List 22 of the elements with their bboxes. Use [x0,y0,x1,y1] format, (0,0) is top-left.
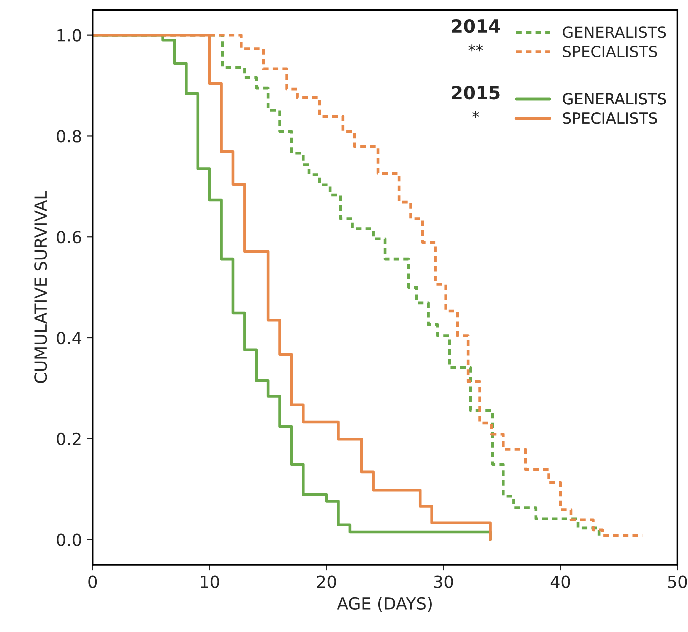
y-tick-label: 0.4 [57,332,82,345]
y-tick-label: 0.2 [57,432,81,446]
x-axis-title: AGE (DAYS) [337,597,432,612]
x-tick-label: 40 [550,576,570,588]
y-tick-label: 0.0 [57,534,82,546]
annotation: 2014 [452,19,500,34]
legend-label: GENERALISTS [563,26,666,38]
x-tick-label: 20 [317,576,336,588]
annotation: ** [468,44,484,52]
y-tick-label: 1.0 [58,29,82,42]
x-tick-label: 50 [668,576,688,588]
x-tick-label: 30 [434,576,454,588]
x-tick-label: 10 [201,576,220,588]
y-tick-label: 0.6 [57,231,82,244]
x-tick-label: 0 [88,576,98,588]
legend-label: SPECIALISTS [563,112,658,124]
y-tick-label: 0.8 [57,130,82,143]
annotation: 2015 [452,86,500,100]
legend-label: GENERALISTS [563,93,666,105]
annotation: * [472,111,480,118]
y-axis-title: CUMULATIVE SURVIVAL [34,191,48,384]
legend-label: SPECIALISTS [563,46,658,58]
